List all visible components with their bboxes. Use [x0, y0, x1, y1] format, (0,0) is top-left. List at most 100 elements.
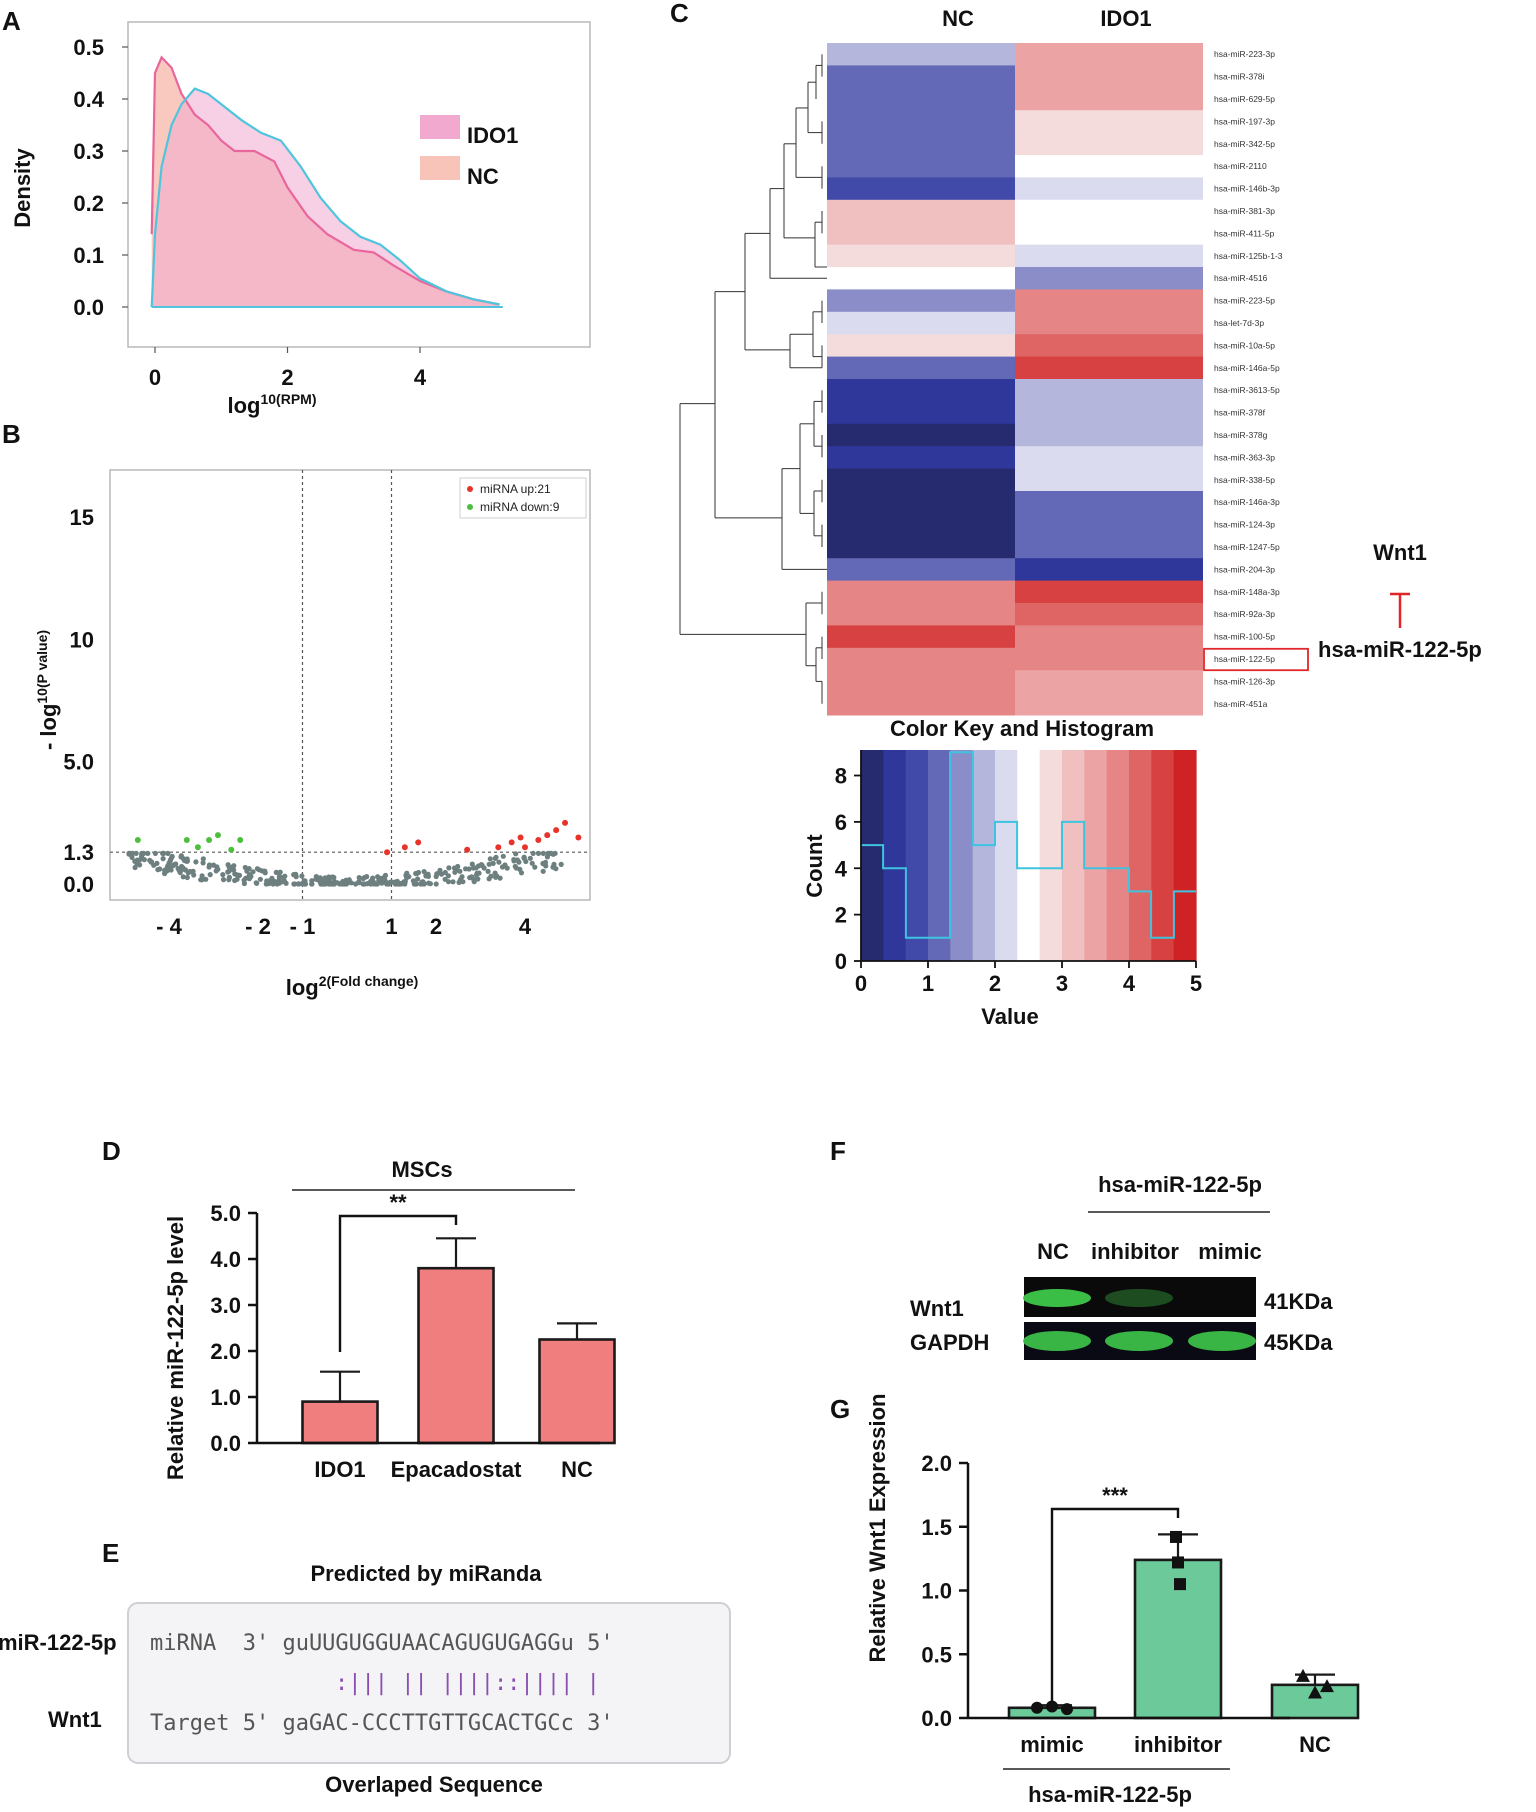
blot-lane-nc: NC — [1037, 1239, 1069, 1264]
heatmap-cell-ido1 — [1015, 43, 1203, 66]
heatmap-cell-ido1 — [1015, 334, 1203, 358]
highlight-mirna-label: hsa-miR-122-5p — [1318, 637, 1482, 662]
volcano-point-down — [237, 836, 244, 843]
volcano-point-neutral — [356, 875, 362, 881]
heatmap-row-label: hsa-miR-197-3p — [1214, 116, 1275, 126]
y-tick-label: 2.0 — [921, 1451, 952, 1476]
panel-a: A 0.0 0.1 0.2 0.3 0.4 0.5 0 2 4 IDO1 NC log10(RP… — [2, 6, 591, 418]
volcano-point-neutral — [415, 876, 421, 882]
volcano-point-up — [464, 846, 471, 853]
heatmap-dendrogram — [679, 54, 827, 704]
volcano-point-neutral — [511, 858, 517, 864]
significance-bracket — [338, 1214, 458, 1352]
volcano-point-neutral — [527, 855, 533, 861]
heatmap-cell-ido1 — [1015, 446, 1203, 470]
volcano-point-up — [508, 839, 515, 846]
volcano-point-neutral — [225, 862, 231, 868]
volcano-point-neutral — [499, 864, 506, 870]
volcano-point-neutral — [552, 850, 558, 857]
volcano-point-down — [214, 832, 221, 839]
heatmap-cell-ido1 — [1015, 535, 1203, 559]
x-tick-label: - 4 — [156, 914, 182, 939]
volcano-point-neutral — [446, 865, 452, 871]
volcano-point-neutral — [274, 881, 280, 887]
volcano-point-neutral — [486, 861, 492, 867]
color-key-band — [1017, 750, 1041, 961]
color-key-band — [1129, 750, 1152, 961]
volcano-point-neutral — [226, 877, 232, 883]
panel-a-xlabel-main: log — [227, 393, 260, 418]
heatmap-cell-nc — [827, 311, 1015, 335]
volcano-point-neutral — [421, 869, 427, 875]
significance-bracket — [1050, 1507, 1180, 1703]
volcano-point-neutral — [165, 850, 171, 857]
color-key-histogram — [861, 751, 1196, 939]
heatmap-cell-nc — [827, 177, 1015, 201]
y-tick-label: 5.0 — [63, 750, 94, 775]
heatmap-cell-ido1 — [1015, 177, 1203, 201]
blot-band-wnt1 — [1023, 1289, 1091, 1307]
volcano-point-neutral — [220, 872, 226, 878]
heatmap-row-label: hsa-miR-125b-1-3 — [1214, 251, 1283, 261]
x-tick-label: 4 — [519, 914, 532, 939]
volcano-point-down — [228, 846, 235, 853]
panel-g-group-label: hsa-miR-122-5p — [1028, 1782, 1192, 1807]
volcano-point-neutral — [532, 864, 538, 870]
volcano-point-neutral — [364, 874, 370, 880]
x-tick-label: 2 — [989, 971, 1001, 996]
heatmap-cell-ido1 — [1015, 199, 1203, 223]
color-key-band — [1062, 750, 1085, 961]
legend-marker-up — [467, 486, 473, 492]
heatmap-cell-nc — [827, 43, 1015, 66]
volcano-point-neutral — [487, 856, 493, 862]
heatmap-col-ido1: IDO1 — [1100, 6, 1151, 31]
volcano-point-neutral — [137, 857, 143, 863]
volcano-point-neutral — [128, 850, 134, 857]
legend-label-up: miRNA up:21 — [480, 482, 551, 496]
heatmap-cell-nc — [827, 558, 1015, 582]
inhibition-symbol — [1390, 592, 1410, 628]
heatmap-cell-ido1 — [1015, 267, 1203, 290]
heatmap-row-label: hsa-miR-92a-3p — [1214, 609, 1275, 619]
y-tick-label: 2 — [835, 903, 847, 928]
blot-group-label: hsa-miR-122-5p — [1098, 1172, 1262, 1197]
volcano-point-neutral — [200, 860, 206, 866]
heatmap-cell-nc — [827, 491, 1015, 514]
mirna-sequence: miRNA 3' guUUGUGGUAACAGUGUGAGGu 5' — [150, 1631, 614, 1656]
volcano-point-up — [544, 832, 551, 839]
density-line-ido1 — [150, 87, 500, 308]
heatmap-row-label: hsa-miR-126-3p — [1214, 676, 1275, 686]
blot-lane-mimic: mimic — [1198, 1239, 1262, 1264]
panel-d-marks: ** — [301, 1190, 616, 1445]
panel-e-title: Predicted by miRanda — [310, 1561, 542, 1586]
panel-b-xlabel-main: log — [286, 975, 319, 1000]
volcano-point-neutral — [368, 878, 374, 885]
color-key-band — [950, 750, 974, 961]
panel-g-marks: *** — [1007, 1483, 1360, 1720]
heatmap-row-label: hsa-miR-381-3p — [1214, 206, 1275, 216]
volcano-point-neutral — [540, 850, 546, 857]
density-area-ido1 — [151, 88, 500, 307]
volcano-point-neutral — [309, 881, 315, 887]
volcano-point-neutral — [231, 867, 237, 873]
heatmap-row-label: hsa-miR-223-3p — [1214, 49, 1275, 59]
y-tick-label: 1.0 — [210, 1385, 241, 1410]
heatmap-cell-nc — [827, 692, 1015, 716]
volcano-point-neutral — [177, 869, 183, 876]
volcano-point-neutral — [529, 860, 535, 866]
alignment-row2-label: Wnt1 — [48, 1707, 102, 1732]
color-key-band — [1084, 750, 1108, 961]
heatmap-row-label: hsa-miR-2110 — [1214, 161, 1267, 171]
data-point — [1172, 1556, 1184, 1569]
volcano-point-neutral — [293, 874, 299, 880]
heatmap-cell-nc — [827, 132, 1015, 156]
volcano-point-neutral — [459, 874, 465, 880]
heatmap-cell-ido1 — [1015, 87, 1203, 111]
volcano-point-neutral — [191, 872, 197, 878]
volcano-point-neutral — [232, 877, 238, 884]
volcano-point-neutral — [246, 873, 252, 879]
volcano-point-neutral — [184, 874, 190, 881]
color-key-band — [1039, 750, 1063, 961]
volcano-point-neutral — [475, 876, 481, 882]
heatmap-cell-ido1 — [1015, 311, 1203, 335]
